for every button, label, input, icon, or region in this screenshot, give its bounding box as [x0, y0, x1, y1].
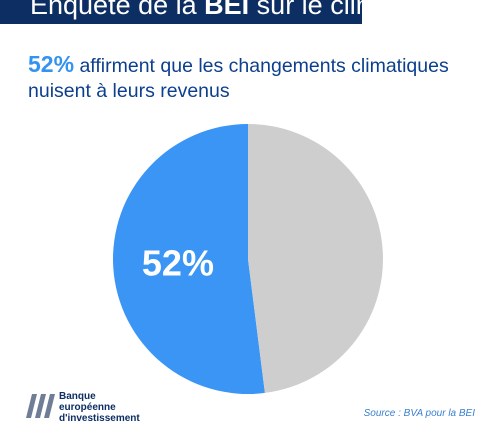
logo-line3: d'investissement [59, 413, 140, 424]
pie-slice-1 [248, 124, 383, 393]
headline: 52% affirment que les changements climat… [28, 52, 488, 104]
headline-percent: 52% [28, 51, 75, 77]
header-bar: Enquête de la BEI sur le climat [0, 0, 362, 24]
logo-line1: Banque [59, 391, 96, 402]
eib-logo: Banque européenne d'investissement [26, 390, 166, 424]
headline-text-line2: nuisent à leurs revenus [28, 80, 230, 102]
logo-line2: européenne [59, 402, 116, 413]
pie-slice-0 [112, 124, 265, 395]
source-note: Source : BVA pour la BEI [363, 408, 475, 419]
eib-logo-icon [26, 394, 55, 418]
pie-label-0: 52% [142, 242, 214, 283]
page-title: Enquête de la BEI sur le climat [30, 0, 362, 20]
headline-text-line1: affirment que les changements climatique… [74, 55, 449, 77]
